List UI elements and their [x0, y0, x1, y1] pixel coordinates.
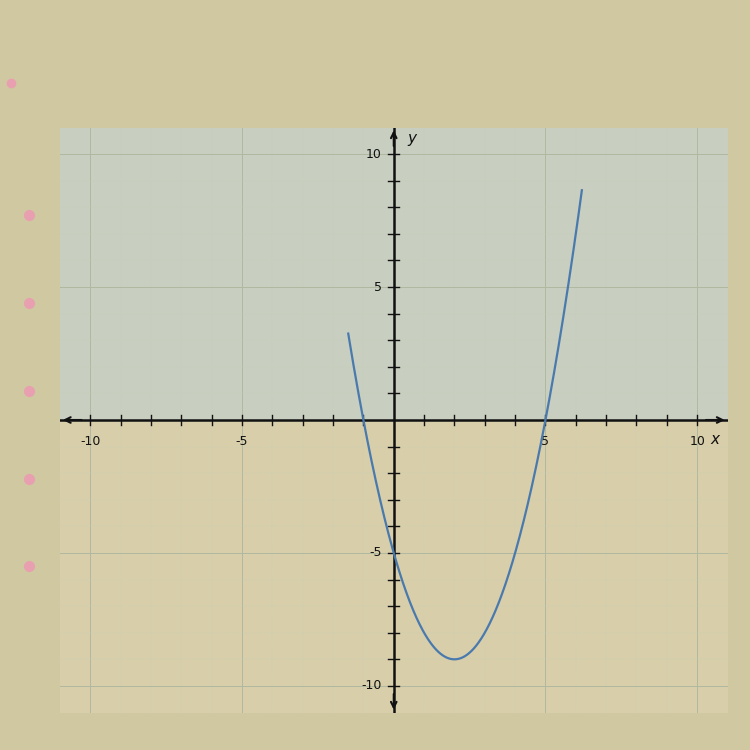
Text: -10: -10: [362, 680, 382, 692]
Bar: [60, 128, 728, 420]
Text: y: y: [407, 130, 416, 146]
Text: -5: -5: [236, 435, 248, 448]
Text: 10: 10: [366, 148, 382, 160]
Text: -5: -5: [369, 547, 382, 560]
Text: 10: 10: [689, 435, 705, 448]
Text: x: x: [711, 433, 720, 448]
Text: 5: 5: [374, 280, 382, 293]
Text: -10: -10: [80, 435, 100, 448]
Text: 5: 5: [542, 435, 550, 448]
